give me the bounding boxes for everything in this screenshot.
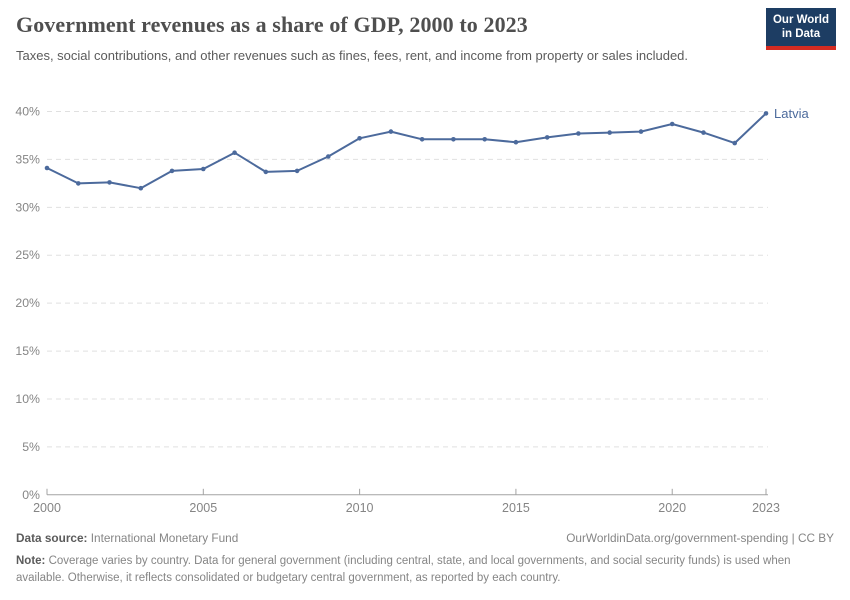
data-point-2001[interactable]: [76, 181, 81, 186]
data-source-label: Data source:: [16, 531, 88, 545]
data-point-2022[interactable]: [732, 140, 737, 146]
chart-footer: Data source: International Monetary Fund…: [16, 531, 834, 586]
data-point-2012[interactable]: [419, 137, 425, 142]
data-source-value: International Monetary Fund: [87, 531, 239, 545]
y-tick-label-30: 30%: [15, 200, 40, 214]
series-label-latvia[interactable]: Latvia: [774, 106, 809, 121]
data-point-2015[interactable]: [513, 139, 519, 145]
data-source: Data source: International Monetary Fund: [16, 531, 238, 545]
y-tick-label-10: 10%: [15, 392, 40, 406]
x-tick-label-2020: 2020: [658, 501, 686, 515]
x-tick-label-2000: 2000: [33, 501, 61, 515]
y-tick-label-25: 25%: [15, 248, 40, 262]
data-point-2018[interactable]: [607, 130, 612, 135]
data-point-2014[interactable]: [482, 137, 488, 142]
data-point-2010[interactable]: [357, 136, 362, 141]
data-point-2004[interactable]: [169, 168, 175, 174]
data-point-2006[interactable]: [232, 150, 237, 155]
data-point-2007[interactable]: [263, 169, 269, 175]
chart-note-label: Note:: [16, 555, 46, 567]
line-chart[interactable]: 0% 5% 10% 15% 20% 25% 30% 35% 40% 2000 2005 2010 201…: [0, 90, 850, 520]
x-tick-label-2005: 2005: [189, 501, 217, 515]
x-tick-label-2010: 2010: [346, 501, 374, 515]
series-line-latvia[interactable]: [46, 112, 767, 190]
data-point-2008[interactable]: [294, 168, 300, 174]
x-tick-label-2015: 2015: [502, 501, 530, 515]
data-point-2003[interactable]: [138, 185, 144, 191]
data-point-2019[interactable]: [638, 129, 644, 134]
data-point-2011[interactable]: [388, 129, 394, 134]
y-tick-label-20: 20%: [15, 296, 40, 310]
data-point-2002[interactable]: [107, 180, 112, 185]
y-tick-label-15: 15%: [15, 344, 40, 358]
data-point-2009[interactable]: [326, 154, 331, 159]
data-point-2016[interactable]: [544, 135, 550, 140]
data-point-2023[interactable]: [763, 111, 769, 116]
y-tick-label-0: 0%: [22, 488, 40, 502]
chart-note-value: Coverage varies by country. Data for gen…: [16, 555, 791, 584]
data-point-2000[interactable]: [44, 165, 50, 171]
owid-citation-link[interactable]: OurWorldinData.org/government-spending |…: [566, 531, 834, 545]
data-point-2013[interactable]: [451, 137, 456, 142]
owid-logo-line2: in Data: [781, 28, 821, 41]
owid-logo[interactable]: Our World in Data: [765, 8, 836, 50]
data-point-2005[interactable]: [201, 166, 206, 172]
y-tick-label-40: 40%: [15, 105, 40, 119]
chart-subtitle: Taxes, social contributions, and other r…: [16, 48, 689, 63]
owid-logo-line1: Our World: [772, 14, 829, 26]
data-point-2021[interactable]: [701, 130, 706, 135]
chart-note: Note: Coverage varies by country. Data f…: [16, 553, 834, 586]
chart-canvas[interactable]: 0% 5% 10% 15% 20% 25% 30% 35% 40% 2000 2005 2010 201…: [0, 90, 850, 520]
y-tick-label-35: 35%: [15, 152, 40, 166]
x-tick-label-2023: 2023: [752, 501, 780, 515]
data-point-2017[interactable]: [576, 131, 581, 136]
y-tick-label-5: 5%: [22, 440, 40, 454]
chart-header: Government revenues as a share of GDP, 2…: [16, 12, 834, 65]
data-point-2020[interactable]: [669, 121, 675, 127]
page-title: Government revenues as a share of GDP, 2…: [16, 12, 528, 37]
